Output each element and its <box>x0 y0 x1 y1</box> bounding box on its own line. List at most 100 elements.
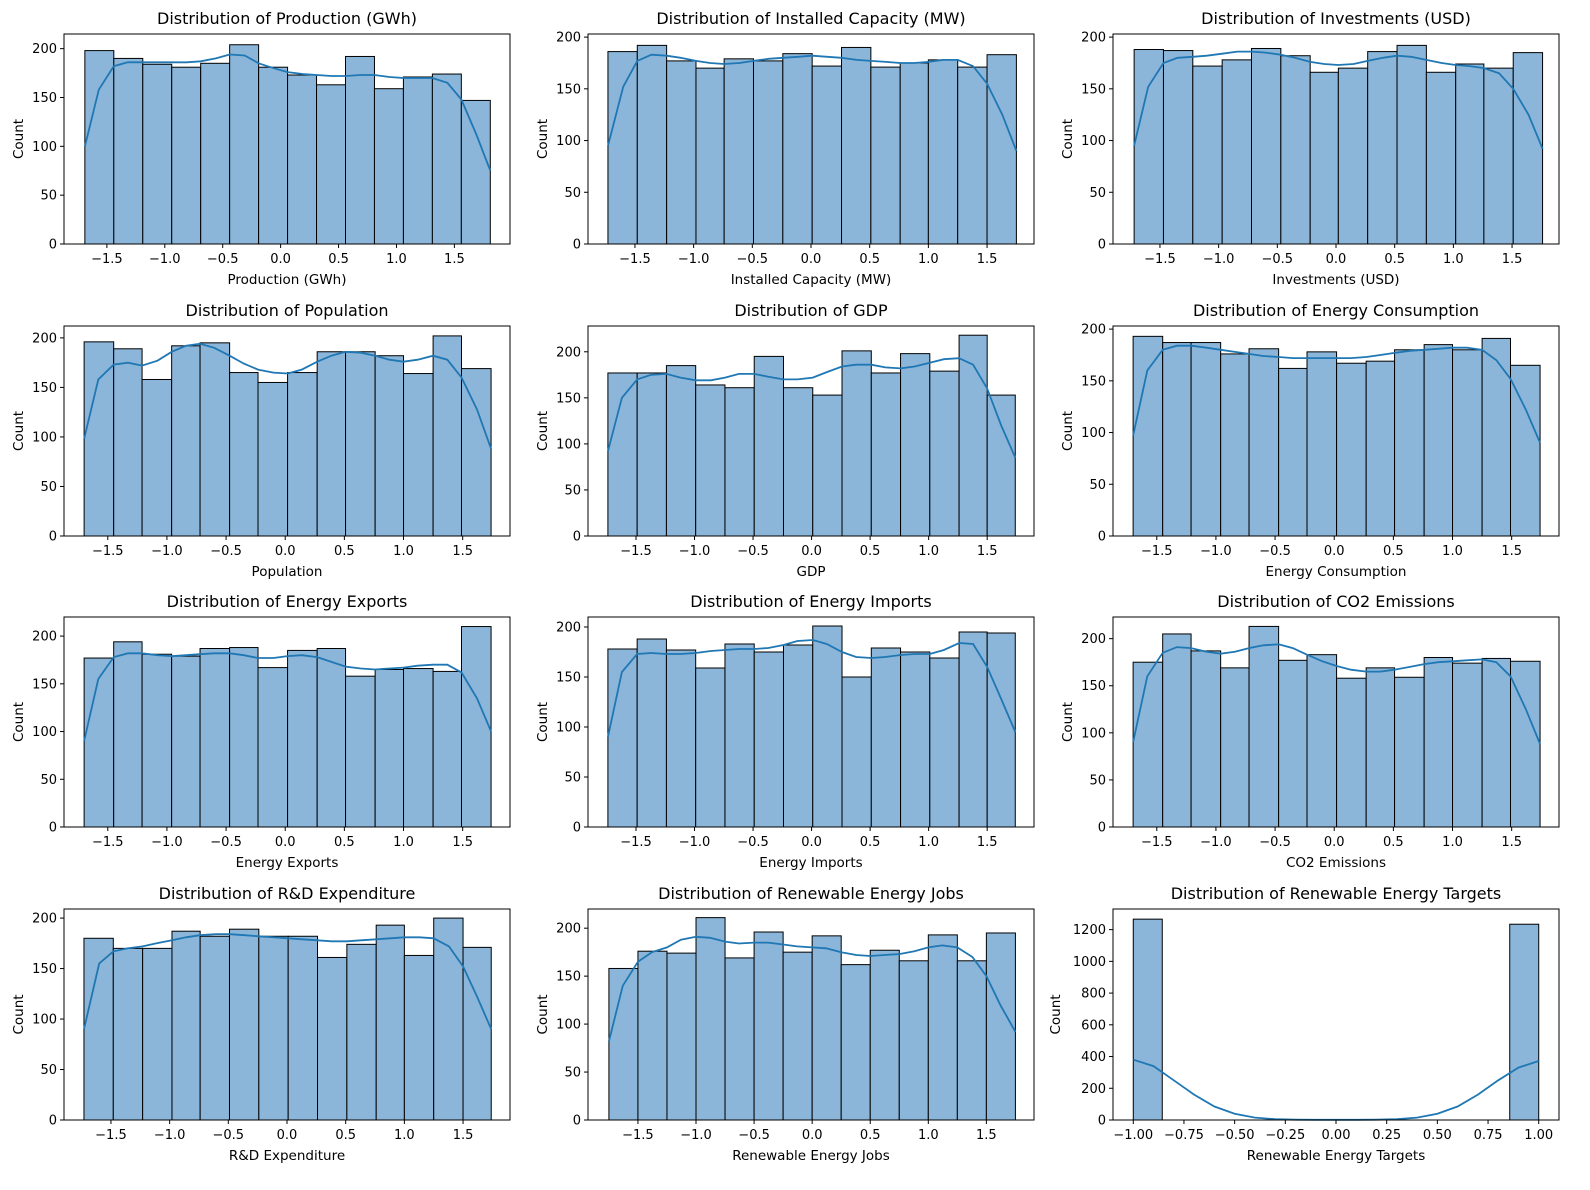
y-tick-label: 0 <box>49 238 57 253</box>
x-tick-label: −0.5 <box>738 1128 770 1143</box>
y-tick-label: 0 <box>573 1114 581 1129</box>
y-tick-label: 200 <box>556 922 581 937</box>
subplot-title: Distribution of Production (GWh) <box>157 9 417 28</box>
histogram-bars <box>607 625 1016 828</box>
x-tick-label: −1.5 <box>619 252 651 267</box>
x-tick-label: 1.5 <box>453 1128 474 1143</box>
histogram-bar <box>346 943 377 1121</box>
x-tick-label: 1.0 <box>918 835 939 850</box>
x-tick-label: −0.25 <box>1265 1128 1305 1143</box>
kde-curve <box>608 935 1017 1042</box>
x-axis-label: Installed Capacity (MW) <box>731 272 892 288</box>
y-axis-label: Count <box>1060 411 1076 451</box>
y-axis-label: Count <box>1048 994 1064 1034</box>
histogram-bar <box>1221 59 1252 245</box>
histogram-bar <box>229 372 259 537</box>
histogram-bar <box>1309 71 1339 245</box>
histogram-bar <box>345 55 375 245</box>
y-axis-label: Count <box>11 411 27 451</box>
histogram-bar <box>695 917 726 1121</box>
subplot-title: Distribution of R&D Expenditure <box>159 884 416 903</box>
y-tick-label: 150 <box>1081 82 1106 97</box>
x-tick-label: 1.0 <box>918 544 939 559</box>
histogram-bar <box>171 655 201 828</box>
axes-frame <box>587 908 1035 1121</box>
x-tick-label: −1.0 <box>678 252 710 267</box>
x-tick-label: 1.0 <box>393 544 414 559</box>
y-tick-label: 0 <box>1098 821 1106 836</box>
y-tick-label: 400 <box>1081 1050 1106 1065</box>
subplot-title: Distribution of GDP <box>734 301 888 320</box>
histogram-bar <box>83 657 115 828</box>
histogram-bar <box>753 355 784 537</box>
histogram-bar <box>724 957 755 1121</box>
histogram-bar <box>1481 657 1511 828</box>
x-tick-label: 0.0 <box>1324 544 1345 559</box>
x-tick-label: 0.0 <box>275 544 296 559</box>
histogram-bar <box>929 370 960 537</box>
histogram-bars <box>1132 335 1541 537</box>
x-tick-label: 1.5 <box>977 252 998 267</box>
histogram-bar <box>1248 625 1280 828</box>
x-tick-label: 0.5 <box>334 835 355 850</box>
histogram-bar <box>695 384 726 537</box>
histogram-bar <box>665 649 697 828</box>
axes-frame <box>63 325 511 537</box>
histogram-bar <box>636 44 668 245</box>
histogram-bars <box>608 917 1016 1121</box>
x-tick-label: −1.5 <box>1144 252 1176 267</box>
y-tick-label: 0 <box>573 238 581 253</box>
y-axis-label: Count <box>11 702 27 742</box>
kde-curve <box>1132 344 1541 444</box>
x-tick-label: −0.5 <box>210 544 242 559</box>
x-tick-label: −1.0 <box>151 835 183 850</box>
histogram-bar <box>637 950 668 1121</box>
y-axis-label: Count <box>11 119 27 159</box>
x-tick-label: −1.5 <box>92 544 124 559</box>
y-tick-label: 100 <box>1081 134 1106 149</box>
histogram-bar <box>345 675 376 828</box>
histogram-bars <box>83 626 492 828</box>
histogram-bar <box>142 63 173 245</box>
x-axis-label: Energy Consumption <box>1266 564 1407 580</box>
histogram-bar <box>782 644 814 828</box>
histogram-bar <box>1248 348 1280 537</box>
y-axis-label: Count <box>535 702 551 742</box>
histogram-bar <box>1512 52 1544 245</box>
axes-frame <box>63 33 511 245</box>
x-tick-label: −0.5 <box>1259 835 1291 850</box>
x-tick-label: 0.00 <box>1322 1128 1351 1143</box>
histogram-bar <box>724 643 755 828</box>
subplot-title: Distribution of Renewable Energy Targets <box>1171 884 1502 903</box>
x-tick-label: 0.0 <box>270 252 291 267</box>
axes-frame <box>63 616 511 828</box>
y-tick-label: 0 <box>49 821 57 836</box>
kde-curve <box>1133 50 1544 150</box>
x-tick-label: 0.5 <box>860 1128 881 1143</box>
x-tick-label: 0.5 <box>859 252 880 267</box>
histogram-bar <box>841 676 872 828</box>
x-axis-label: Investments (USD) <box>1272 272 1399 288</box>
x-axis-label: Energy Imports <box>759 855 862 871</box>
x-tick-label: −0.5 <box>213 1128 245 1143</box>
histogram-bar <box>460 626 492 828</box>
x-tick-label: 1.5 <box>452 835 473 850</box>
y-tick-label: 100 <box>32 140 57 155</box>
histogram-bar <box>1280 55 1311 245</box>
axes-frame <box>587 616 1035 828</box>
subplot-title: Distribution of Energy Consumption <box>1193 301 1479 320</box>
y-tick-label: 600 <box>1081 1018 1106 1033</box>
subplot-title: Distribution of Energy Exports <box>167 592 408 611</box>
x-tick-label: 0.25 <box>1372 1128 1401 1143</box>
histogram-bar <box>1278 367 1308 537</box>
y-axis-label: Count <box>535 411 551 451</box>
y-tick-label: 1000 <box>1073 955 1106 970</box>
y-tick-label: 200 <box>32 912 57 927</box>
histogram-bar <box>1367 51 1398 245</box>
y-axis-label: Count <box>11 994 27 1034</box>
x-tick-label: 0.0 <box>801 835 822 850</box>
